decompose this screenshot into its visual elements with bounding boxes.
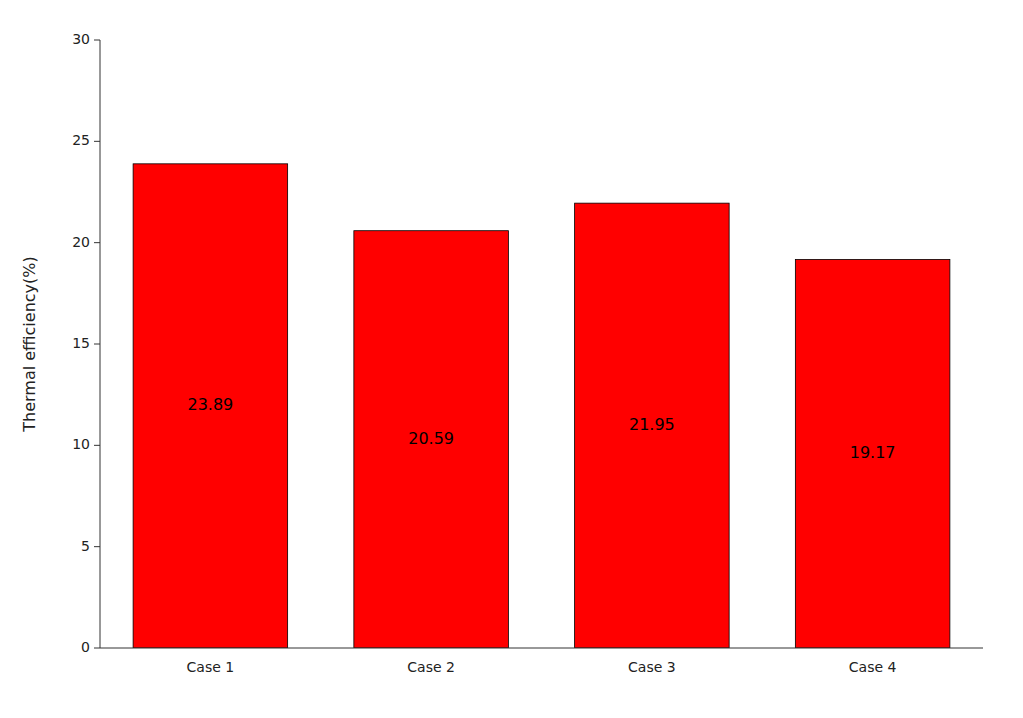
data-label: 21.95 — [629, 415, 675, 434]
x-tick-label: Case 2 — [407, 659, 455, 675]
y-tick — [94, 445, 100, 446]
y-tick-label: 30 — [72, 31, 90, 47]
x-tick-label: Case 3 — [628, 659, 676, 675]
axes: 0 5 10 15 20 25 30 Case 1 Case 2 Case 3 Case 4 — [72, 31, 983, 675]
x-axis-line — [100, 648, 983, 649]
y-tick — [94, 141, 100, 142]
data-label: 23.89 — [187, 395, 233, 414]
y-tick-label: 20 — [72, 234, 90, 250]
y-axis-label: Thermal efficiency(%) — [20, 256, 39, 432]
data-labels: 23.89 20.59 21.95 19.17 — [187, 395, 895, 462]
y-tick — [94, 242, 100, 243]
bar — [133, 164, 288, 648]
y-tick-label: 25 — [72, 132, 90, 148]
x-tick-label: Case 4 — [849, 659, 897, 675]
chart-svg: 23.89 20.59 21.95 19.17 0 5 10 15 20 25 30 Case 1 Ca… — [0, 0, 1023, 718]
bar — [795, 259, 950, 648]
bars — [133, 164, 950, 648]
y-tick — [94, 648, 100, 649]
y-tick-label: 15 — [72, 335, 90, 351]
y-tick — [94, 546, 100, 547]
y-tick-label: 5 — [81, 538, 90, 554]
bar — [354, 231, 509, 648]
data-label: 20.59 — [408, 429, 454, 448]
y-tick-label: 10 — [72, 436, 90, 452]
data-label: 19.17 — [850, 443, 896, 462]
bar — [575, 203, 730, 648]
y-tick-label: 0 — [81, 639, 90, 655]
x-tick-label: Case 1 — [187, 659, 235, 675]
chart-container: 23.89 20.59 21.95 19.17 0 5 10 15 20 25 30 Case 1 Ca… — [0, 0, 1023, 718]
y-tick — [94, 344, 100, 345]
y-tick — [94, 40, 100, 41]
